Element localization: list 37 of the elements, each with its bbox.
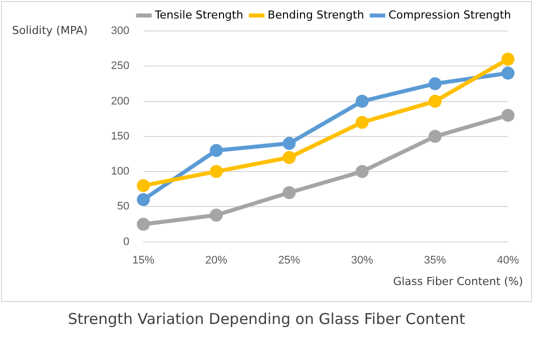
x-tick-label: 25% (278, 254, 300, 266)
x-tick-label: 35% (424, 254, 446, 266)
y-tick-label: 200 (110, 95, 130, 108)
point (136, 179, 150, 192)
point (501, 108, 514, 122)
x-tick-label: 15% (132, 254, 155, 266)
point (428, 94, 442, 108)
legend-label: Compression Strength (388, 8, 512, 22)
point (282, 186, 296, 200)
point (210, 165, 223, 178)
legend-label: Bending Strength (268, 8, 364, 22)
point (356, 165, 369, 178)
x-tick-label: 30% (351, 254, 374, 266)
point (282, 150, 296, 164)
y-tick-label: 150 (110, 130, 130, 142)
point (501, 66, 514, 80)
point (210, 144, 223, 157)
legend-label: Tensile Strength (154, 8, 244, 22)
x-axis-title: Glass Fiber Content (%) (393, 275, 523, 288)
y-tick-label: 100 (110, 166, 130, 178)
point (210, 208, 223, 222)
point (356, 94, 369, 108)
y-tick-label: 300 (110, 25, 130, 38)
point (356, 116, 369, 129)
point (501, 52, 514, 66)
x-tick-label: 20% (205, 254, 228, 266)
point (428, 130, 442, 143)
point (136, 193, 150, 206)
point (428, 77, 442, 90)
y-tick-label: 250 (110, 60, 130, 72)
y-axis-title: Solidity (MPA) (12, 24, 88, 37)
y-tick-label: 50 (117, 200, 130, 213)
point (282, 136, 296, 150)
point (136, 218, 150, 231)
x-tick-label: 40% (496, 254, 520, 266)
y-tick-label: 0 (123, 236, 130, 248)
text: Strength Variation Depending on Glass Fiber Content (66, 310, 466, 328)
